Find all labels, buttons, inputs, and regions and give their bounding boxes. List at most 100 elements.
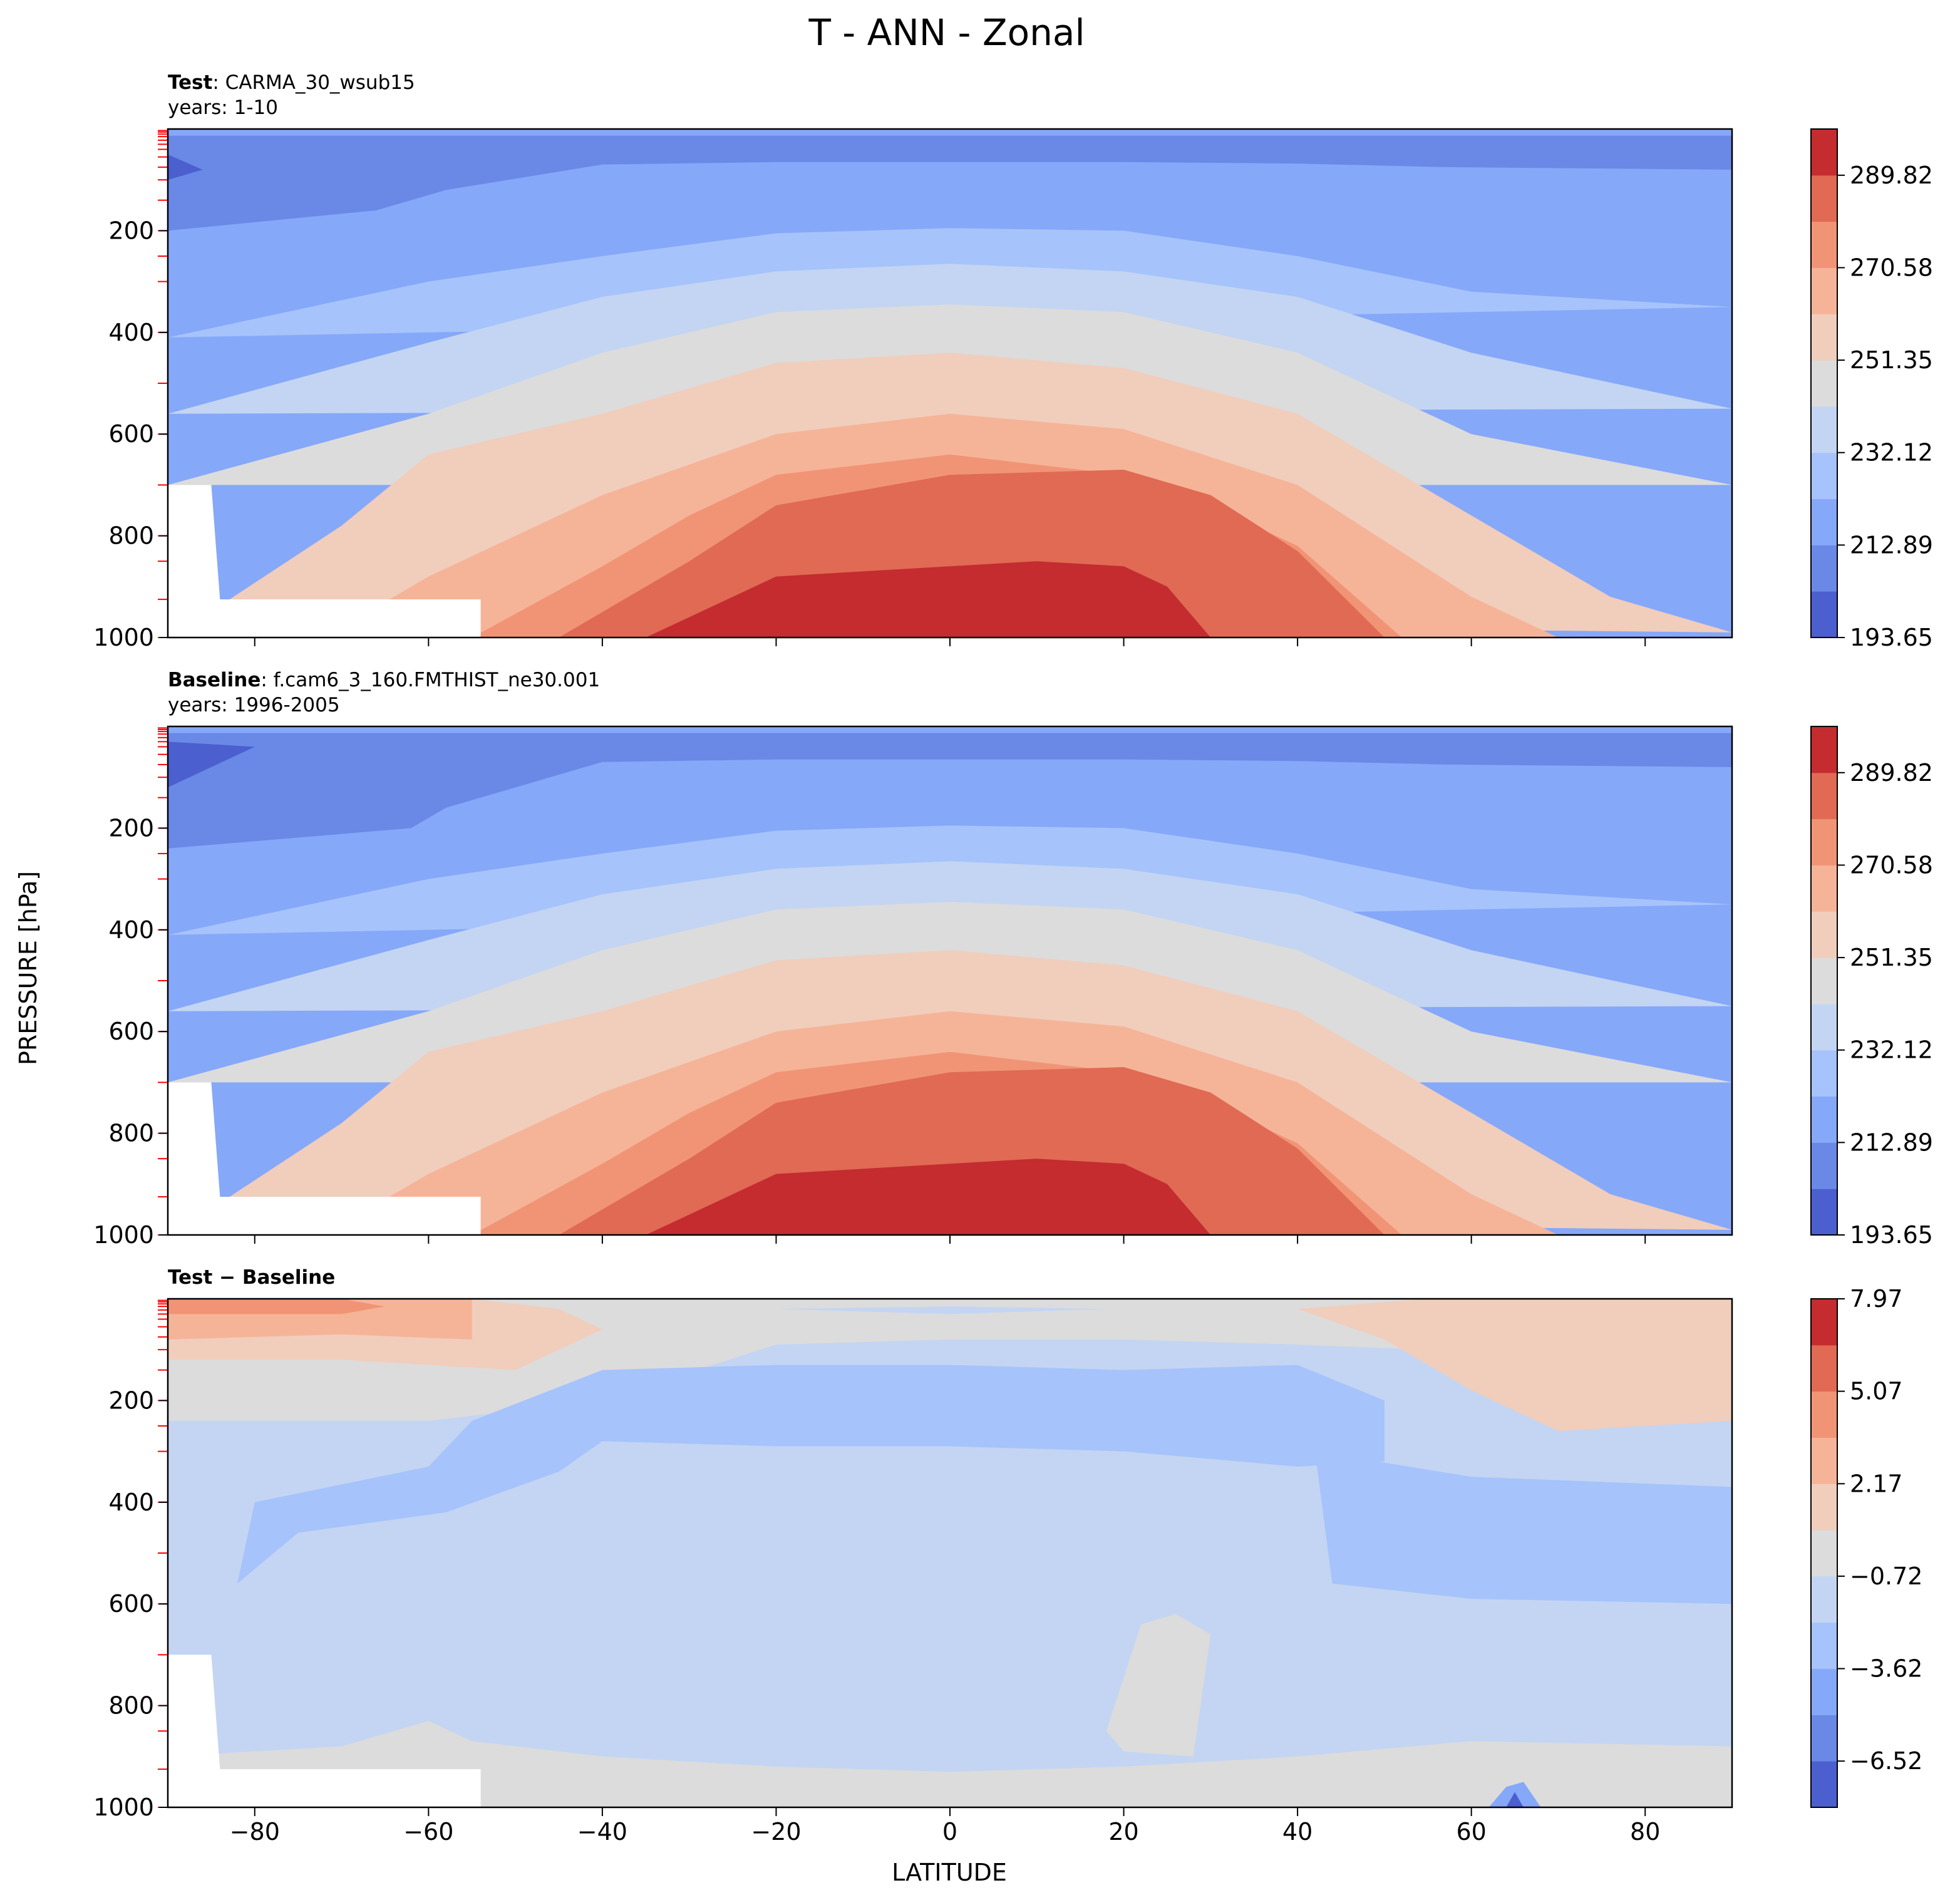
colorbar-segment — [1811, 1622, 1837, 1670]
colorbar-segment — [1811, 591, 1837, 638]
contour-band-1 — [168, 135, 1732, 231]
y-tick-label: 200 — [108, 217, 154, 244]
y-tick-label: 800 — [108, 1692, 154, 1720]
y-tick-label: 200 — [108, 814, 154, 842]
contour-fills — [168, 129, 1732, 638]
panel-test-subtitle: years: 1-10 — [168, 96, 278, 119]
colorbar-tick-label: −6.52 — [1850, 1747, 1922, 1775]
contour-band-5 — [1314, 1451, 1732, 1604]
colorbar-segment — [1811, 360, 1837, 407]
x-tick-label: −20 — [751, 1818, 801, 1846]
colorbar-segment — [1811, 129, 1837, 176]
colorbar-segment — [1811, 1668, 1837, 1715]
contour-band-12 — [1506, 1792, 1524, 1807]
colorbar-segment — [1811, 221, 1837, 268]
colorbar-segment — [1811, 818, 1837, 865]
colorbar-frame — [1810, 1298, 1838, 1808]
y-tick-label: 800 — [108, 1120, 154, 1147]
colorbar-segment — [1811, 1437, 1837, 1484]
masked-topography — [168, 1655, 481, 1807]
colorbar-segment — [1811, 865, 1837, 912]
y-tick-label: 600 — [108, 420, 154, 448]
colorbar-tick-label: 251.35 — [1850, 944, 1933, 971]
colorbar-segment — [1811, 498, 1837, 545]
colorbar-segment — [1811, 1050, 1837, 1097]
colorbar-tick-label: −0.72 — [1850, 1562, 1922, 1590]
panel-baseline-title: Baseline: f.cam6_3_160.FMTHIST_ne30.001 — [168, 669, 600, 691]
contour-band-10 — [776, 1306, 1106, 1314]
plot-area-baseline: 200 400 600 800 1000 — [93, 725, 1733, 1249]
colorbar-tick-label: 232.12 — [1850, 439, 1933, 467]
colorbar-segment — [1811, 958, 1837, 1004]
colorbar-segment — [1811, 1299, 1837, 1346]
contour-fills — [168, 1299, 1732, 1807]
contour-band-2 — [168, 741, 255, 788]
colorbar-tick-label: 212.89 — [1850, 531, 1933, 559]
y-tick-label: 600 — [108, 1590, 154, 1618]
colorbar-tick-label: 270.58 — [1850, 254, 1933, 281]
x-tick-label: −80 — [230, 1818, 280, 1846]
contour-band-1 — [168, 733, 1732, 849]
y-tick-label: 400 — [108, 916, 154, 944]
y-tick-label: 200 — [108, 1386, 154, 1414]
colorbar-segment — [1811, 1484, 1837, 1531]
contour-band-9 — [168, 1299, 385, 1314]
colorbar-frame — [1810, 128, 1838, 638]
plot-area-test: 200 400 600 800 1000 — [93, 128, 1733, 651]
x-axis-label: LATITUDE — [892, 1859, 1007, 1886]
colorbar-segment — [1811, 1391, 1837, 1438]
colorbar-baseline: 289.82 270.58 251.35 232.12 212.89 193.65 — [1810, 726, 1933, 1249]
colorbar-segment — [1811, 1576, 1837, 1623]
colorbar-tick-label: 5.07 — [1850, 1378, 1903, 1405]
y-tick-label: 1000 — [93, 1794, 154, 1821]
colorbar-segment — [1811, 1003, 1837, 1051]
contour-band-10 — [646, 561, 1211, 638]
colorbar-tick-label: 289.82 — [1850, 759, 1933, 787]
contour-band-2 — [1106, 1614, 1211, 1757]
colorbar-segment — [1811, 1715, 1837, 1762]
colorbar-segment — [1811, 772, 1837, 820]
colorbar-segment — [1811, 314, 1837, 361]
panel-diff-title: Test − Baseline — [168, 1266, 335, 1289]
y-tick-label: 1000 — [93, 1221, 154, 1249]
x-tick-label: 80 — [1630, 1818, 1660, 1846]
contour-band-0 — [168, 731, 1732, 733]
y-tick-label: 400 — [108, 1489, 154, 1516]
colorbar-segment — [1811, 726, 1837, 773]
colorbar-tick-label: 212.89 — [1850, 1128, 1933, 1156]
x-tick-label: 0 — [942, 1818, 957, 1846]
colorbar-tick-label: 270.58 — [1850, 851, 1933, 879]
contour-fills — [168, 726, 1732, 1235]
colorbar-tick-label: 193.65 — [1850, 624, 1933, 651]
colorbar-tick-label: 193.65 — [1850, 1221, 1933, 1249]
colorbar-tick-label: −3.62 — [1850, 1655, 1922, 1683]
colorbar-tick-label: 232.12 — [1850, 1036, 1933, 1064]
panel-test: Test: CARMA_30_wsub15 years: 1-10 200 400… — [93, 71, 1933, 651]
y-tick-label: 1000 — [93, 624, 154, 651]
colorbar-segment — [1811, 1142, 1837, 1189]
colorbar-frame — [1810, 726, 1838, 1236]
colorbar-tick-label: 7.97 — [1850, 1285, 1903, 1313]
masked-topography — [168, 1082, 481, 1235]
masked-topography — [168, 485, 481, 638]
y-tick-label: 400 — [108, 319, 154, 346]
contour-band-4 — [237, 1365, 1385, 1584]
colorbar-test: 289.82 270.58 251.35 232.12 212.89 193.65 — [1810, 128, 1933, 651]
x-tick-label: 20 — [1108, 1818, 1138, 1846]
chart-title: T - ANN - Zonal — [808, 11, 1085, 54]
contour-band-2 — [168, 154, 203, 180]
colorbar-segment — [1811, 1345, 1837, 1392]
y-axis-label: PRESSURE [hPa] — [14, 871, 42, 1065]
colorbar-segment — [1811, 267, 1837, 314]
contour-band-0 — [168, 134, 1732, 136]
colorbar-segment — [1811, 1096, 1837, 1143]
contour-band-7 — [1297, 1299, 1732, 1432]
colorbar-tick-label: 251.35 — [1850, 346, 1933, 374]
x-tick-label: −40 — [577, 1818, 627, 1846]
colorbar-segment — [1811, 1761, 1837, 1808]
colorbar-segment — [1811, 911, 1837, 958]
colorbar-segment — [1811, 1189, 1837, 1236]
panel-baseline: Baseline: f.cam6_3_160.FMTHIST_ne30.001 … — [93, 669, 1933, 1249]
colorbar-segment — [1811, 1530, 1837, 1577]
